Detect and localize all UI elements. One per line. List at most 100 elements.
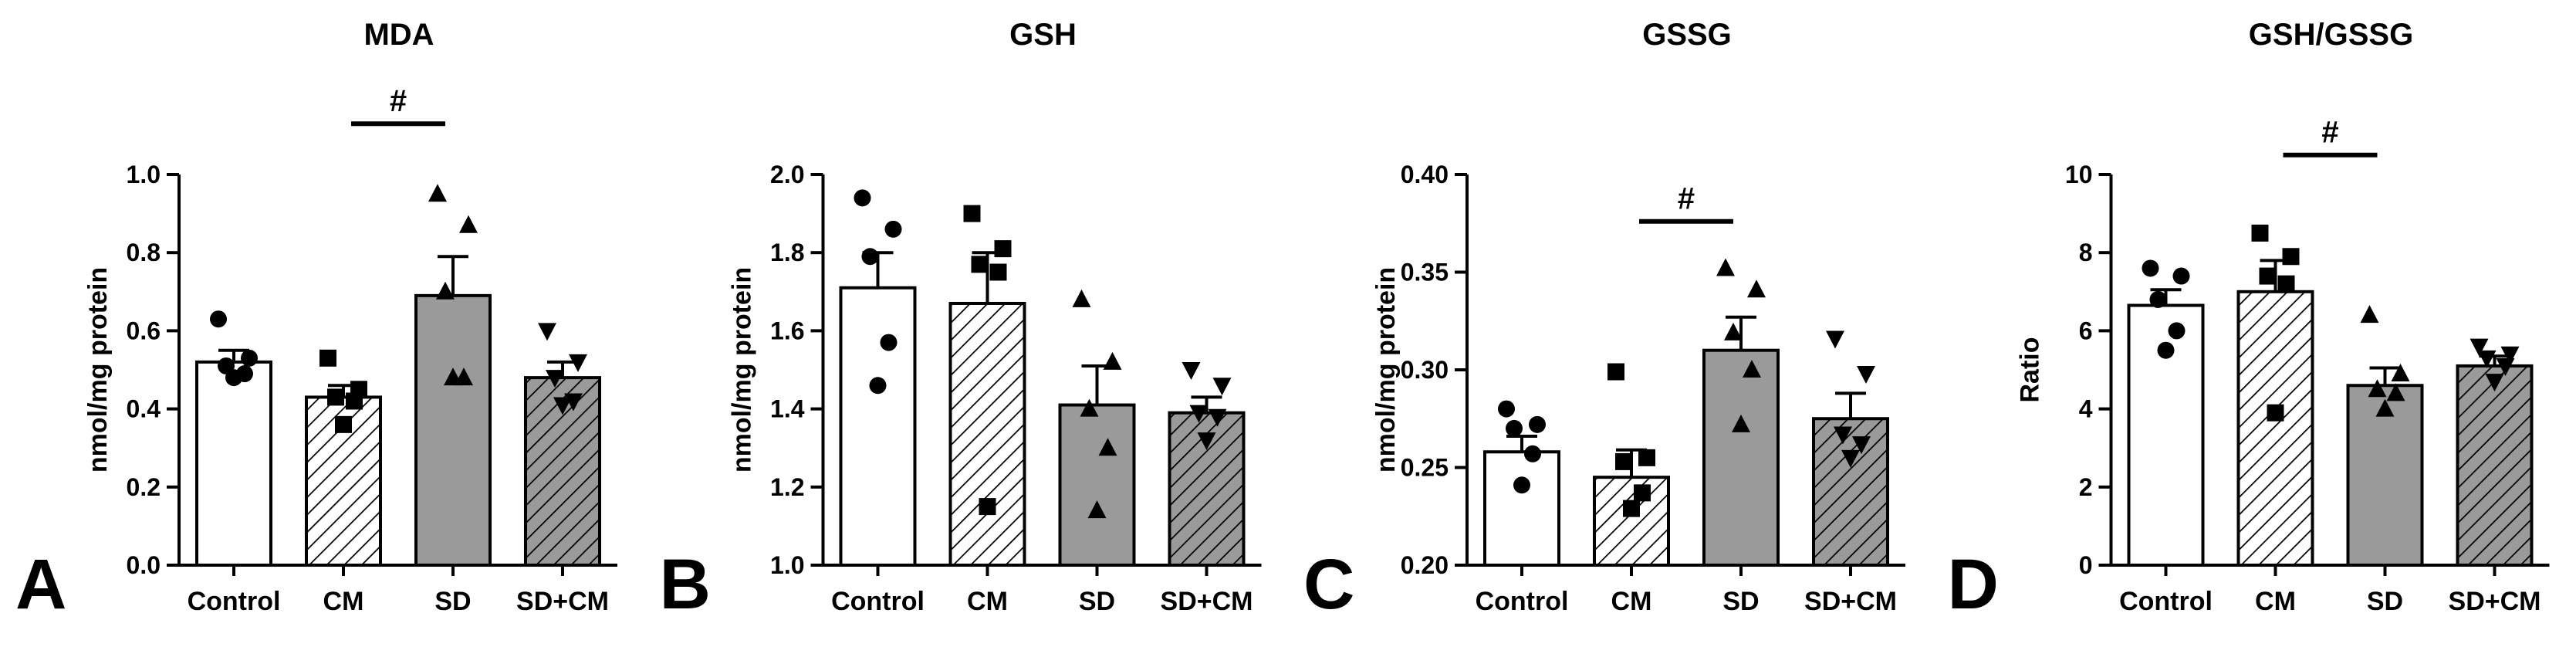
y-tick-label: 2.0 xyxy=(770,161,804,188)
y-tick-label: 10 xyxy=(2065,161,2093,188)
data-point xyxy=(538,323,556,341)
error-bar xyxy=(438,255,468,296)
error-bar xyxy=(1835,391,1866,419)
y-tick-label: 0 xyxy=(2079,551,2093,579)
data-point xyxy=(2375,398,2395,417)
data-point xyxy=(1103,351,1122,370)
data-point xyxy=(1098,438,1117,456)
error-bar xyxy=(1726,315,1756,351)
data-point xyxy=(2142,259,2159,277)
data-point xyxy=(963,205,981,222)
data-point xyxy=(1841,449,1860,468)
data-point xyxy=(2251,224,2269,242)
bar-sd xyxy=(414,293,492,567)
bar-cm xyxy=(1593,476,1670,567)
data-point xyxy=(2157,341,2175,359)
y-tick-label: 1.2 xyxy=(770,473,804,501)
data-point xyxy=(880,334,898,351)
data-point xyxy=(553,397,572,415)
data-point xyxy=(1826,330,1844,349)
y-tick-label: 0.0 xyxy=(127,551,161,579)
error-bar xyxy=(2369,366,2401,386)
bar-sd-cm xyxy=(1812,417,1889,567)
data-point xyxy=(1857,366,1875,384)
x-tick-label: SD+CM xyxy=(1161,587,1253,616)
y-axis-label: nmol/mg protein xyxy=(1371,267,1401,473)
y-tick-label: 0.40 xyxy=(1401,161,1449,188)
x-tick-label: CM xyxy=(2255,587,2296,616)
y-tick-label: 2 xyxy=(2079,473,2093,501)
data-point xyxy=(1747,279,1766,298)
data-point xyxy=(2477,350,2497,368)
error-bar xyxy=(1081,364,1113,405)
bar-control xyxy=(195,360,272,567)
data-point xyxy=(1638,449,1655,466)
data-point xyxy=(225,369,242,387)
data-point xyxy=(861,248,879,266)
y-tick-label: 8 xyxy=(2079,239,2093,266)
x-tick-label: CM xyxy=(1611,587,1652,616)
chart-title: MDA xyxy=(363,18,434,52)
panel-d: GSH/GSSG D Ratio 0 2 4 6 8 10 Control CM SD SD+CM # xyxy=(1948,18,2550,624)
data-point xyxy=(1087,500,1107,519)
data-point xyxy=(428,184,447,202)
chart-title: GSH xyxy=(1009,18,1077,52)
data-point xyxy=(319,349,336,367)
panel-letter: C xyxy=(1303,545,1354,624)
data-point xyxy=(327,388,344,406)
bar-sd xyxy=(1702,348,1780,567)
data-point xyxy=(1182,362,1201,380)
data-point xyxy=(1623,500,1640,517)
data-point xyxy=(994,240,1012,258)
data-point xyxy=(1724,322,1743,340)
data-point xyxy=(2500,346,2520,364)
data-point xyxy=(1189,405,1209,423)
data-point xyxy=(2470,338,2489,357)
y-tick-label: 0.35 xyxy=(1401,259,1449,286)
bar-cm xyxy=(948,301,1026,567)
data-point xyxy=(1072,289,1091,307)
data-point xyxy=(989,263,1007,281)
data-point xyxy=(346,392,363,410)
data-point xyxy=(2368,379,2387,398)
data-point xyxy=(1615,452,1632,470)
y-tick-label: 6 xyxy=(2079,317,2093,344)
y-tick-label: 1.6 xyxy=(770,317,804,344)
y-tick-label: 0.8 xyxy=(127,239,161,266)
y-tick-label: 1.4 xyxy=(770,395,805,423)
data-point xyxy=(1506,419,1523,437)
y-tick-label: 1.0 xyxy=(770,551,804,579)
data-point xyxy=(2496,357,2515,376)
data-point xyxy=(884,220,902,238)
x-tick-label: CM xyxy=(967,587,1008,616)
data-point xyxy=(1743,360,1761,378)
y-tick-label: 1.8 xyxy=(770,239,804,266)
data-point xyxy=(1529,415,1546,433)
error-bar xyxy=(1191,395,1222,413)
x-tick-label: SD xyxy=(434,587,471,616)
data-point xyxy=(869,377,887,395)
data-point xyxy=(1498,400,1515,418)
panel-letter: A xyxy=(15,545,66,624)
x-tick-label: Control xyxy=(1476,587,1569,616)
bar-cm xyxy=(2236,290,2314,567)
data-point xyxy=(335,415,352,433)
data-point xyxy=(1716,258,1735,276)
y-tick-label: 0.4 xyxy=(127,395,161,423)
x-tick-label: SD+CM xyxy=(516,587,609,616)
x-tick-label: CM xyxy=(323,587,364,616)
data-point xyxy=(2172,267,2190,285)
data-point xyxy=(459,215,478,233)
data-point xyxy=(1208,408,1227,427)
x-tick-label: Control xyxy=(831,587,925,616)
data-point xyxy=(2386,383,2405,401)
y-tick-label: 0.25 xyxy=(1401,454,1449,482)
data-point xyxy=(1607,363,1624,381)
data-point xyxy=(1852,436,1871,455)
data-point xyxy=(854,189,871,207)
y-axis-label: nmol/mg protein xyxy=(728,267,757,473)
